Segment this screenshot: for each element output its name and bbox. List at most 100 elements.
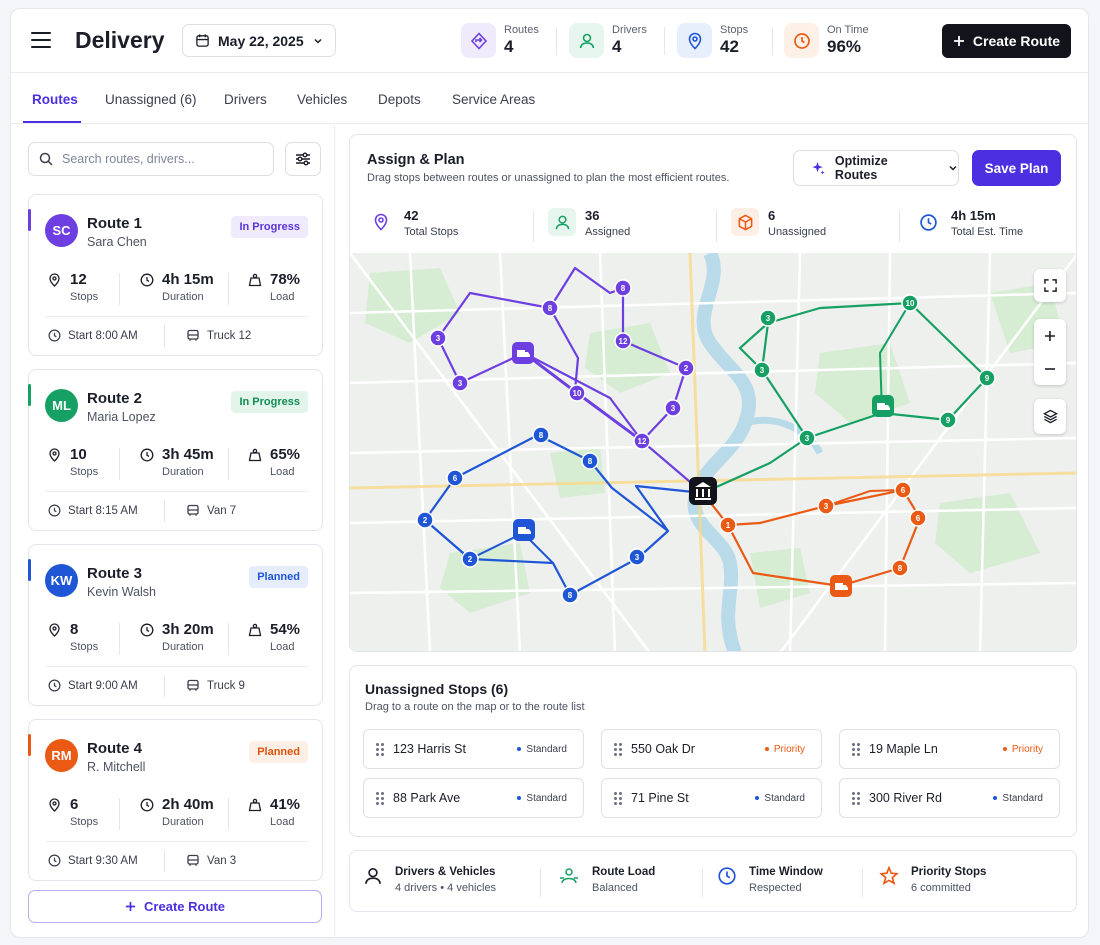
priority-icon <box>879 866 899 885</box>
route1-stop-marker[interactable]: 2 <box>677 359 695 377</box>
priority-tag: Standard <box>517 744 567 755</box>
route2-stop-marker[interactable]: 3 <box>753 361 771 379</box>
plan-stat-total-stops: 42 Total Stops <box>367 208 458 238</box>
route1-stop-marker[interactable]: 8 <box>541 299 559 317</box>
clock-icon <box>140 623 154 637</box>
weight-icon <box>248 273 262 287</box>
depot-marker[interactable] <box>689 477 717 505</box>
clock-icon <box>140 448 154 462</box>
route-card-4[interactable]: RM Route 4 R. Mitchell Planned 6 Stops 2… <box>28 719 323 881</box>
app-window: Delivery May 22, 2025 Routes 4 Drivers 4 S… <box>10 8 1089 938</box>
stop-marker-label: 8 <box>539 431 544 440</box>
summary-time-window: Time Window Respected <box>717 866 823 894</box>
vehicle-label: Van 7 <box>186 504 236 517</box>
tab-vehicles[interactable]: Vehicles <box>297 92 348 107</box>
priority-tag: Priority <box>764 744 805 755</box>
route4-stop-marker[interactable]: 1 <box>719 516 737 534</box>
route3-stop-marker[interactable]: 2 <box>416 511 434 529</box>
route1-stop-marker[interactable]: 12 <box>633 432 651 450</box>
route4-stop-marker[interactable]: 6 <box>894 481 912 499</box>
route2-stop-marker[interactable]: 9 <box>978 369 996 387</box>
save-plan-button[interactable]: Save Plan <box>972 150 1061 186</box>
priority-tag: Standard <box>517 793 567 804</box>
tab-service-areas[interactable]: Service Areas <box>452 92 536 107</box>
avatar: RM <box>45 739 78 772</box>
drag-handle-icon[interactable] <box>376 742 384 756</box>
map-pin-icon <box>49 273 60 287</box>
clock-icon <box>914 208 942 236</box>
drag-handle-icon[interactable] <box>376 791 384 805</box>
route2-stop-marker[interactable]: 3 <box>798 429 816 447</box>
stop-marker-label: 3 <box>436 334 441 343</box>
route3-stop-marker[interactable]: 8 <box>581 452 599 470</box>
unassigned-title: Unassigned Stops (6) <box>365 681 509 697</box>
vehicle-marker-route-4[interactable] <box>830 575 852 597</box>
tab-routes[interactable]: Routes <box>32 92 78 107</box>
tab-depots[interactable]: Depots <box>378 92 421 107</box>
stop-marker-label: 1 <box>726 521 731 530</box>
vehicle-icon <box>187 504 199 516</box>
tab-unassigned[interactable]: Unassigned (6) <box>105 92 197 107</box>
route2-stop-marker[interactable]: 9 <box>939 411 957 429</box>
route1-stop-marker[interactable]: 12 <box>614 332 632 350</box>
vehicle-marker-route-2[interactable] <box>872 395 894 417</box>
route1-stop-marker[interactable]: 3 <box>451 374 469 392</box>
route-icon <box>461 23 496 58</box>
start-time: Start 8:15 AM <box>48 504 138 517</box>
weight-icon <box>248 448 262 462</box>
unassigned-stop[interactable]: 123 Harris St Standard <box>363 729 584 769</box>
route-map[interactable]: 8 8 3 12 3 2 10 3 12 3 10 3 9 9 3 8 6 2 8 2 8 3 1 3 6 6 8 <box>350 249 1077 652</box>
stop-marker-label: 6 <box>453 474 458 483</box>
route-card-2[interactable]: ML Route 2 Maria Lopez In Progress 10 St… <box>28 369 323 531</box>
route-card-1[interactable]: SC Route 1 Sara Chen In Progress 12 Stop… <box>28 194 323 356</box>
unassigned-stop[interactable]: 19 Maple Ln Priority <box>839 729 1060 769</box>
create-route-button[interactable]: Create Route <box>942 24 1071 58</box>
create-route-outline-button[interactable]: Create Route <box>28 890 322 923</box>
drag-handle-icon[interactable] <box>852 742 860 756</box>
tab-drivers[interactable]: Drivers <box>224 92 267 107</box>
route1-stop-marker[interactable]: 3 <box>429 329 447 347</box>
vehicle-marker-route-3[interactable] <box>513 519 535 541</box>
unassigned-stop[interactable]: 71 Pine St Standard <box>601 778 822 818</box>
map-pin-icon <box>49 798 60 812</box>
clock-icon <box>784 23 819 58</box>
route4-stop-marker[interactable]: 3 <box>817 497 835 515</box>
date-picker[interactable]: May 22, 2025 <box>182 24 336 57</box>
menu-icon[interactable] <box>31 32 51 48</box>
zoom-in-button[interactable] <box>1044 319 1056 352</box>
drag-handle-icon[interactable] <box>852 791 860 805</box>
route2-stop-marker[interactable]: 10 <box>901 294 919 312</box>
route3-stop-marker[interactable]: 8 <box>561 586 579 604</box>
route1-stop-marker[interactable]: 8 <box>614 279 632 297</box>
route4-stop-marker[interactable]: 6 <box>909 509 927 527</box>
unassigned-stop[interactable]: 550 Oak Dr Priority <box>601 729 822 769</box>
map-canvas[interactable]: 8 8 3 12 3 2 10 3 12 3 10 3 9 9 3 8 6 2 8 2 8 3 1 3 6 6 8 <box>350 249 1077 652</box>
stop-marker-label: 6 <box>901 486 906 495</box>
weight-icon <box>248 623 262 637</box>
stop-marker-label: 12 <box>619 337 628 346</box>
route3-stop-marker[interactable]: 8 <box>532 426 550 444</box>
route4-stop-marker[interactable]: 8 <box>891 559 909 577</box>
avatar: ML <box>45 389 78 422</box>
drag-handle-icon[interactable] <box>614 791 622 805</box>
filter-button[interactable] <box>285 142 321 176</box>
route-card-3[interactable]: KW Route 3 Kevin Walsh Planned 8 Stops 3… <box>28 544 323 706</box>
route3-stop-marker[interactable]: 6 <box>446 469 464 487</box>
unassigned-stop[interactable]: 88 Park Ave Standard <box>363 778 584 818</box>
unassigned-stops-panel: Unassigned Stops (6) Drag to a route on … <box>349 665 1077 837</box>
route3-stop-marker[interactable]: 3 <box>628 548 646 566</box>
fullscreen-button[interactable] <box>1034 269 1066 302</box>
vehicle-label: Truck 9 <box>186 679 245 692</box>
unassigned-stop[interactable]: 300 River Rd Standard <box>839 778 1060 818</box>
zoom-out-button[interactable] <box>1044 352 1056 385</box>
layers-button[interactable] <box>1034 399 1066 434</box>
vehicle-marker-route-1[interactable] <box>512 342 534 364</box>
route2-stop-marker[interactable]: 3 <box>759 309 777 327</box>
route3-stop-marker[interactable]: 2 <box>461 550 479 568</box>
drag-handle-icon[interactable] <box>614 742 622 756</box>
route1-stop-marker[interactable]: 10 <box>568 384 586 402</box>
route1-stop-marker[interactable]: 3 <box>664 399 682 417</box>
optimize-routes-dropdown[interactable]: Optimize Routes <box>793 150 959 186</box>
clock-icon <box>48 854 61 867</box>
search-input[interactable] <box>62 152 252 166</box>
